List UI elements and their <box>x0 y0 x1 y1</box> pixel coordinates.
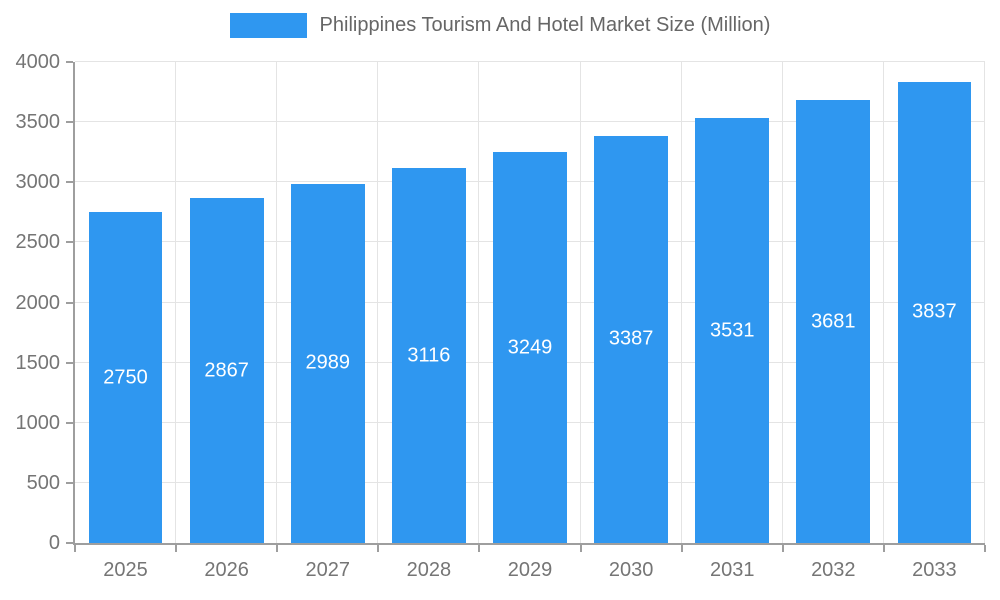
y-tick-label: 1500 <box>15 351 61 374</box>
v-gridline <box>579 62 581 543</box>
x-tick-mark <box>882 545 885 552</box>
bar-2029[interactable]: 3249 <box>493 152 567 543</box>
x-tick-label: 2031 <box>709 559 755 581</box>
y-tick-mark <box>66 121 73 124</box>
y-tick-mark <box>66 421 73 424</box>
y-tick-label: 4000 <box>15 51 61 73</box>
y-tick-label: 3500 <box>15 111 61 134</box>
bar-value-label: 3387 <box>608 327 654 350</box>
y-tick-mark <box>66 481 73 484</box>
plot-area: 2750 2867 2989 3116 3249 3387 3531 3681 3837 <box>73 61 985 545</box>
v-gridline <box>984 62 985 543</box>
bar-value-label: 2750 <box>103 366 148 389</box>
y-tick-label: 2000 <box>15 291 61 314</box>
x-tick-mark <box>276 545 279 552</box>
x-tick-mark <box>478 545 481 552</box>
h-gridline <box>75 61 985 62</box>
y-tick-mark <box>66 241 73 244</box>
x-tick-label: 2027 <box>305 559 351 581</box>
x-tick-label: 2030 <box>608 559 654 581</box>
bar-value-label: 2867 <box>204 359 249 382</box>
v-gridline <box>175 62 177 543</box>
x-tick-mark <box>680 545 683 552</box>
x-axis: 2025 2026 2027 2028 2029 2030 2031 2032 2033 <box>74 545 986 590</box>
bar-2026[interactable]: 2867 <box>189 198 264 543</box>
x-tick-mark <box>781 545 784 552</box>
v-gridline <box>478 62 480 543</box>
x-tick-mark <box>175 545 178 552</box>
x-tick-label: 2026 <box>204 559 249 581</box>
bar-2025[interactable]: 2750 <box>88 212 163 543</box>
v-gridline <box>882 62 884 543</box>
bar-value-label: 3116 <box>407 344 451 367</box>
bar-2030[interactable]: 3387 <box>594 135 668 543</box>
legend: Philippines Tourism And Hotel Market Siz… <box>0 13 1000 38</box>
bar-value-label: 3681 <box>811 310 856 333</box>
y-tick-label: 0 <box>48 532 60 554</box>
bar-2028[interactable]: 3116 <box>391 168 466 543</box>
y-tick-mark <box>66 181 73 184</box>
bar-value-label: 3531 <box>709 319 755 342</box>
y-axis: 0 500 1000 1500 2000 2500 3000 3500 4000 <box>0 51 73 554</box>
v-gridline <box>276 62 278 543</box>
y-tick-label: 500 <box>26 471 60 494</box>
v-gridline <box>781 62 783 543</box>
y-tick-mark <box>66 361 73 364</box>
x-tick-mark <box>984 545 986 552</box>
y-tick-mark <box>66 542 73 544</box>
bar-2033[interactable]: 3837 <box>897 81 972 543</box>
bar-2027[interactable]: 2989 <box>290 183 365 543</box>
bar-2032[interactable]: 3681 <box>796 100 871 543</box>
chart-title: Philippines Tourism And Hotel Market Siz… <box>319 14 771 36</box>
x-tick-mark <box>377 545 380 552</box>
y-tick-mark <box>66 61 73 63</box>
bar-value-label: 2989 <box>305 351 351 374</box>
y-tick-label: 1000 <box>15 411 61 434</box>
bar-value-label: 3837 <box>912 300 957 323</box>
h-gridline <box>75 121 985 123</box>
x-tick-mark <box>74 545 76 552</box>
x-tick-label: 2032 <box>811 559 856 581</box>
v-gridline <box>377 62 379 543</box>
x-tick-label: 2025 <box>103 559 148 581</box>
bar-value-label: 3249 <box>507 336 553 359</box>
y-tick-label: 3000 <box>15 171 61 194</box>
x-tick-mark <box>579 545 582 552</box>
x-tick-label: 2029 <box>507 559 553 581</box>
legend-swatch[interactable] <box>229 13 307 38</box>
y-tick-mark <box>66 301 73 304</box>
y-tick-label: 2500 <box>15 231 61 254</box>
x-tick-label: 2028 <box>406 559 452 581</box>
v-gridline <box>680 62 682 543</box>
bar-2031[interactable]: 3531 <box>695 118 770 543</box>
x-tick-label: 2033 <box>912 559 957 581</box>
